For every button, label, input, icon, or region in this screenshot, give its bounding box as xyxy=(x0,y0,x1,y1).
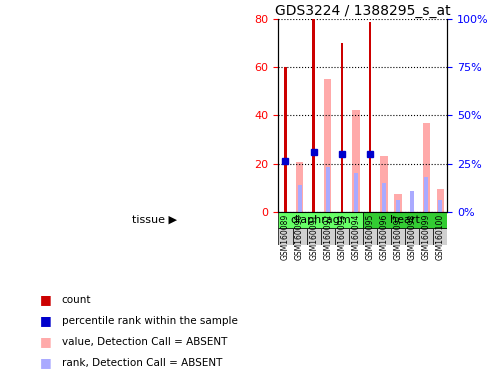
Bar xyxy=(396,200,400,212)
FancyBboxPatch shape xyxy=(391,228,405,245)
FancyBboxPatch shape xyxy=(349,228,363,245)
FancyBboxPatch shape xyxy=(363,212,448,228)
FancyBboxPatch shape xyxy=(433,228,448,245)
Text: rank, Detection Call = ABSENT: rank, Detection Call = ABSENT xyxy=(62,358,222,368)
Bar xyxy=(381,156,388,212)
Bar xyxy=(326,167,330,212)
Text: ■: ■ xyxy=(39,335,51,348)
FancyBboxPatch shape xyxy=(363,228,377,245)
FancyBboxPatch shape xyxy=(292,228,307,245)
Title: GDS3224 / 1388295_s_at: GDS3224 / 1388295_s_at xyxy=(275,4,451,18)
FancyBboxPatch shape xyxy=(405,228,420,245)
Bar xyxy=(313,19,315,212)
Bar xyxy=(352,110,359,212)
Text: GSM160090: GSM160090 xyxy=(295,213,304,260)
Text: percentile rank within the sample: percentile rank within the sample xyxy=(62,316,238,326)
Text: GSM160093: GSM160093 xyxy=(337,213,346,260)
Bar xyxy=(382,183,386,212)
FancyBboxPatch shape xyxy=(377,228,391,245)
FancyBboxPatch shape xyxy=(307,228,320,245)
FancyBboxPatch shape xyxy=(335,228,349,245)
Text: GSM160097: GSM160097 xyxy=(394,213,403,260)
Bar xyxy=(324,79,331,212)
FancyBboxPatch shape xyxy=(279,212,363,228)
Bar xyxy=(394,194,402,212)
Text: ■: ■ xyxy=(39,293,51,306)
Bar xyxy=(424,177,428,212)
Text: ■: ■ xyxy=(39,356,51,369)
Text: heart: heart xyxy=(390,215,420,225)
Text: GSM160099: GSM160099 xyxy=(422,213,431,260)
Bar xyxy=(354,173,358,212)
Bar xyxy=(284,67,287,212)
Bar xyxy=(423,123,430,212)
FancyBboxPatch shape xyxy=(279,228,292,245)
Bar xyxy=(437,189,444,212)
Text: GSM160091: GSM160091 xyxy=(309,214,318,260)
Text: GSM160092: GSM160092 xyxy=(323,214,332,260)
Text: GSM160098: GSM160098 xyxy=(408,214,417,260)
Text: value, Detection Call = ABSENT: value, Detection Call = ABSENT xyxy=(62,337,227,347)
Text: diaphragm: diaphragm xyxy=(290,215,351,225)
Bar xyxy=(369,22,371,212)
Bar xyxy=(438,200,442,212)
Text: count: count xyxy=(62,295,91,305)
Bar xyxy=(341,43,343,212)
Text: GSM160089: GSM160089 xyxy=(281,214,290,260)
Text: tissue ▶: tissue ▶ xyxy=(132,215,177,225)
Bar xyxy=(298,185,302,212)
Text: ■: ■ xyxy=(39,314,51,327)
Text: GSM160095: GSM160095 xyxy=(365,213,375,260)
Text: GSM160094: GSM160094 xyxy=(352,213,360,260)
Bar xyxy=(410,190,414,212)
Text: GSM160096: GSM160096 xyxy=(380,213,388,260)
FancyBboxPatch shape xyxy=(320,228,335,245)
Text: GSM160100: GSM160100 xyxy=(436,214,445,260)
Bar xyxy=(296,162,303,212)
FancyBboxPatch shape xyxy=(420,228,433,245)
